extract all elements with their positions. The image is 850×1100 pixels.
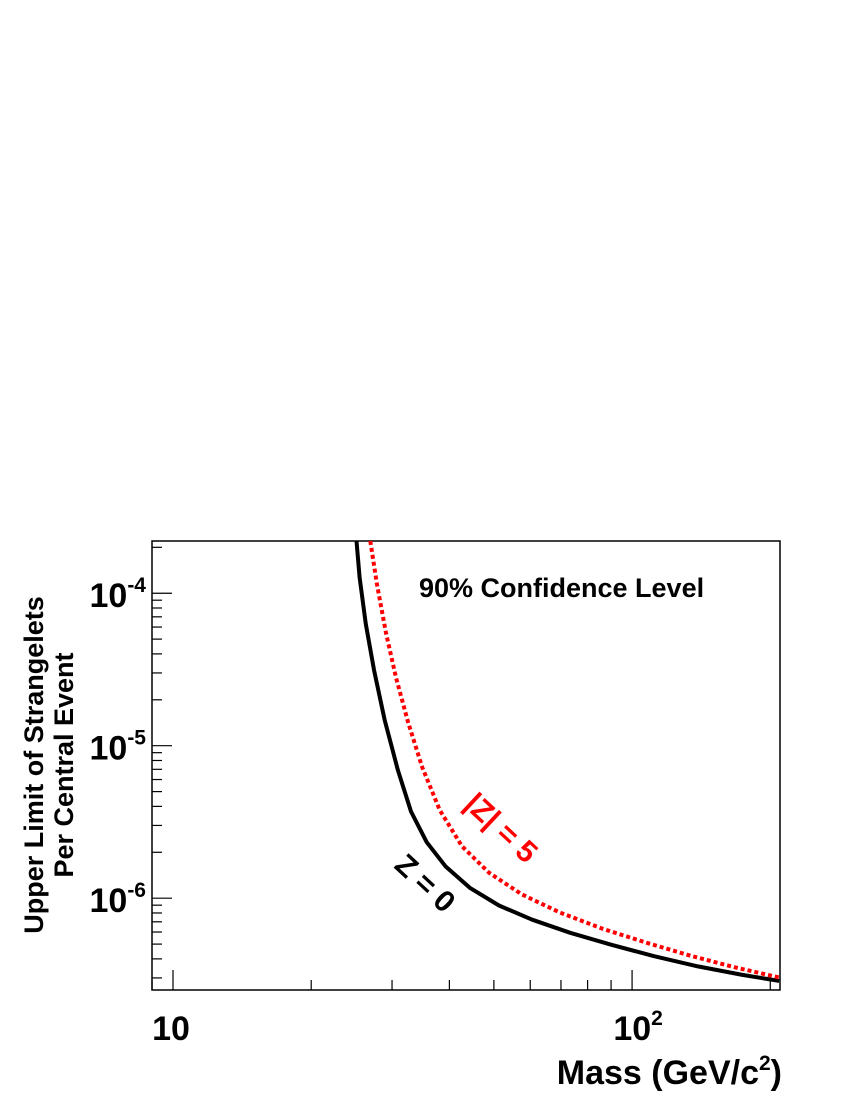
x-axis-title: Mass (GeV/c2) — [557, 1052, 782, 1092]
x-axis-title-sup: 2 — [759, 1052, 771, 1075]
y-tick-label-1-exponent: -5 — [127, 727, 146, 750]
series-line-0 — [354, 541, 780, 983]
curve-label-z0: Z = 0 — [388, 848, 461, 919]
x-tick-label-0-base: 10 — [152, 1010, 190, 1048]
axis-ticks — [151, 546, 771, 990]
x-tick-label-0: 10 — [152, 1010, 190, 1048]
x-tick-label-1-exponent: 2 — [651, 1007, 663, 1030]
y-axis-title-line2: Per Central Event — [49, 652, 79, 877]
x-axis-title-tail: ) — [771, 1054, 782, 1092]
y-tick-label-2-base: 10 — [89, 882, 127, 920]
x-tick-label-1: 102 — [613, 1007, 663, 1048]
series-layer — [354, 541, 780, 983]
series-line-1 — [368, 541, 780, 980]
x-axis-title-main: Mass (GeV/c — [557, 1054, 759, 1092]
y-tick-label-0-exponent: -4 — [127, 574, 146, 597]
y-tick-label-0: 10-4 — [89, 574, 146, 615]
y-tick-label-2-exponent: -6 — [127, 879, 146, 902]
x-tick-label-1-base: 10 — [613, 1010, 651, 1048]
plot-frame — [151, 540, 781, 991]
y-tick-label-1-base: 10 — [89, 730, 127, 768]
y-tick-label-0-base: 10 — [89, 577, 127, 615]
y-tick-label-2: 10-6 — [89, 879, 146, 920]
confidence-annotation: 90% Confidence Level — [419, 573, 704, 603]
y-axis-title-line1: Upper Limit of Strangelets — [19, 596, 49, 934]
y-tick-label-1: 10-5 — [89, 727, 146, 768]
curve-label-z5: |Z| = 5 — [458, 787, 543, 870]
